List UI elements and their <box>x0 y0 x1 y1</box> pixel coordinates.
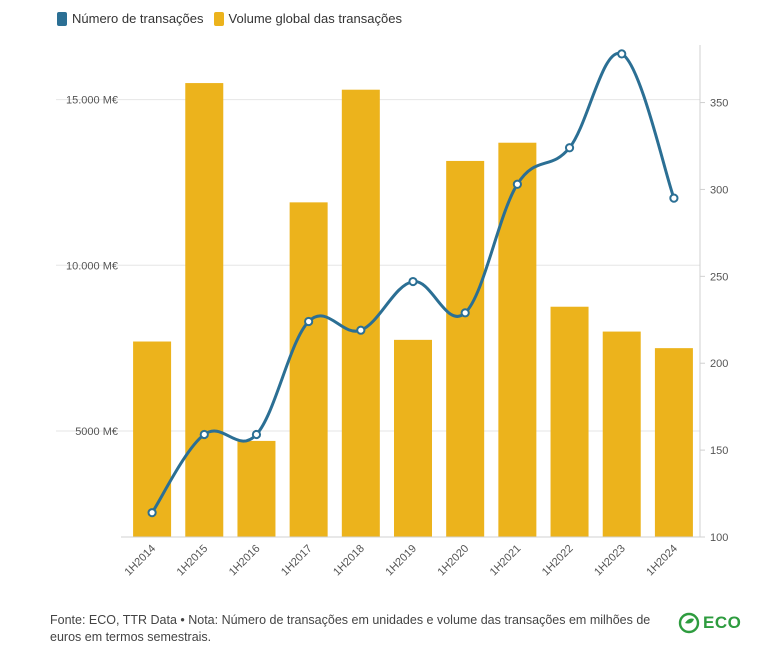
bar <box>602 331 641 537</box>
bar <box>341 89 380 537</box>
bar <box>289 202 328 537</box>
legend-label-bar: Volume global das transações <box>228 11 402 26</box>
bar <box>550 306 589 537</box>
bar <box>394 339 432 537</box>
x-tick-label: 1H2020 <box>436 543 472 579</box>
bar <box>446 160 485 538</box>
bar-series <box>133 83 693 538</box>
x-tick-label: 1H2015 <box>175 543 211 579</box>
chart-footnote: Fonte: ECO, TTR Data • Nota: Número de t… <box>50 613 651 644</box>
line-point <box>512 179 522 189</box>
bar <box>654 348 693 537</box>
x-axis-ticks: 1H2014 1H2015 1H2016 1H2017 1H2018 1H2019 1H20… <box>121 536 700 579</box>
x-tick-label: 1H2021 <box>488 543 524 579</box>
eco-leaf-icon <box>678 612 700 634</box>
x-tick-label: 1H2022 <box>540 543 576 579</box>
logo-text: ECO <box>703 613 742 632</box>
y-right-tick-label: 250 <box>710 271 728 283</box>
y-right-tick-label: 100 <box>710 532 728 544</box>
x-tick-label: 1H2023 <box>592 543 628 579</box>
legend-label-line: Número de transações <box>72 11 204 26</box>
left-axis-ticks: 5000 M€ 10.000 M€ 15.000 M€ <box>66 95 118 438</box>
x-tick-label: 1H2018 <box>331 543 367 579</box>
y-right-tick-label: 300 <box>710 184 728 196</box>
line-point <box>408 276 418 287</box>
legend-swatch-bar <box>213 11 224 26</box>
line-point <box>460 308 470 318</box>
line-point <box>564 143 575 153</box>
y-right-tick-label: 200 <box>710 358 728 370</box>
line-point <box>251 429 262 440</box>
line-point <box>356 325 366 335</box>
x-tick-label: 1H2019 <box>383 543 419 579</box>
line-point <box>617 49 627 59</box>
y-right-tick-label: 150 <box>710 445 728 457</box>
bar <box>498 142 537 538</box>
line-point <box>147 508 157 518</box>
line-series <box>147 49 679 518</box>
bar <box>237 440 276 537</box>
legend-item-bar[interactable]: Volume global das transações <box>213 11 402 26</box>
line-point <box>304 316 314 327</box>
line-point <box>669 193 679 203</box>
x-tick-label: 1H2017 <box>279 543 315 579</box>
bar <box>185 83 224 537</box>
line-path <box>150 51 676 514</box>
y-left-tick-label: 5000 M€ <box>75 426 118 438</box>
chart-legend: Número de transações Volume global das t… <box>57 11 412 26</box>
y-left-tick-label: 10.000 M€ <box>66 260 118 272</box>
y-right-tick-label: 350 <box>710 98 728 110</box>
eco-logo[interactable]: ECO <box>678 612 741 634</box>
bar <box>133 341 172 537</box>
x-tick-label: 1H2014 <box>122 543 158 579</box>
right-axis-ticks: 100 150 200 250 300 350 <box>699 45 728 544</box>
x-tick-label: 1H2024 <box>644 543 680 579</box>
x-tick-label: 1H2016 <box>227 543 263 579</box>
line-point <box>199 429 209 440</box>
legend-item-line[interactable]: Número de transações <box>57 11 204 26</box>
combo-chart: 5000 M€ 10.000 M€ 15.000 M€ 100 150 200 250 30… <box>56 45 728 579</box>
legend-swatch-line <box>57 11 67 26</box>
y-left-tick-label: 15.000 M€ <box>66 95 118 107</box>
